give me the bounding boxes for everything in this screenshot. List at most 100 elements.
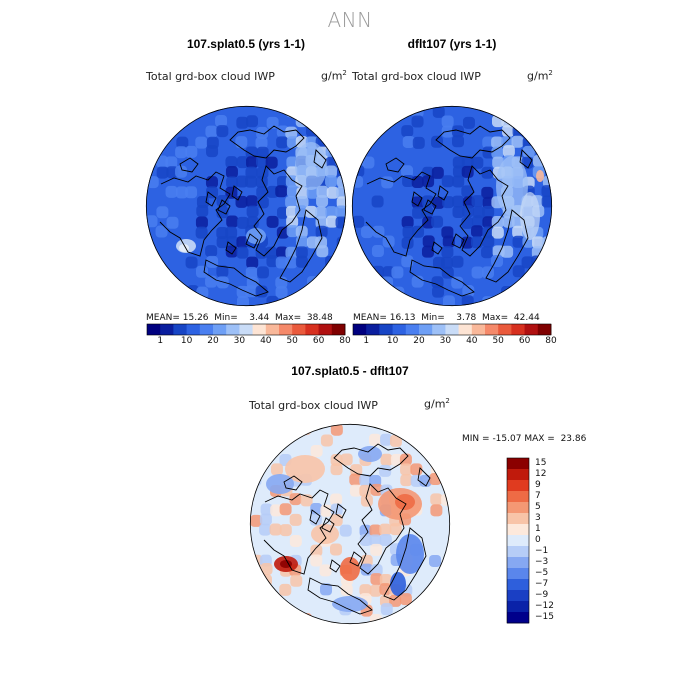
panel2-field-cell [352, 175, 364, 188]
panel1-colorbar-swatch [318, 324, 333, 335]
panel3-field-cell [429, 603, 442, 616]
panel3-field-cell [400, 474, 413, 487]
panel3-field-anomaly [280, 560, 292, 568]
panel1-field-cell [315, 106, 328, 119]
panel1-field-cell [245, 195, 258, 208]
panel1-field-cell [245, 146, 258, 159]
panel1-colorbar [146, 323, 346, 336]
panel2-field-anomaly [520, 192, 540, 240]
panel3-field-cell [349, 484, 362, 497]
panel3-field-cell [439, 584, 450, 597]
panel2-field-cell [511, 296, 524, 306]
panel1-field-cell [266, 255, 279, 268]
panel1-variable-label: Total grd-box cloud IWP [146, 70, 275, 83]
panel3-field-cell [390, 453, 403, 466]
panel1-field-cell [176, 136, 189, 149]
panel2-colorbar-swatch [471, 324, 486, 335]
panel3-field-cell [309, 513, 322, 526]
panel1-stats: MEAN= 15.26 Min= 3.44 Max= 38.48 [146, 313, 333, 323]
panel2-field-cell [361, 116, 374, 129]
panel3-colorbar-tick-label: 12 [535, 468, 547, 479]
panel3-field-cell [279, 524, 292, 537]
panel2-field-cell [411, 196, 424, 209]
panel3-field-cell [409, 424, 422, 436]
panel1-field-cell [185, 256, 198, 269]
panel3-colorbar-swatch [507, 590, 529, 602]
panel1-field-cell [216, 195, 229, 208]
panel3-coastline [383, 527, 427, 601]
panel1-field-cell [286, 185, 299, 198]
panel2-field-cell [422, 235, 435, 248]
panel1-coastline [217, 199, 231, 215]
panel3-field-cell [259, 574, 272, 587]
page-title: ANN [327, 8, 373, 32]
panel1-field-cell [225, 226, 238, 239]
panel3-field-cell [320, 504, 333, 517]
panel3-field-cell [410, 603, 423, 616]
panel3-field-cell [359, 533, 372, 546]
panel1-field-cell [235, 195, 248, 208]
panel2-field-cell [402, 225, 415, 238]
panel1-colorbar-tick-label: 30 [233, 336, 246, 346]
panel1-field-cell [326, 186, 339, 199]
panel1-coastline [179, 157, 199, 173]
panel3-units: g/m2 [424, 397, 450, 411]
panel3-coastline [349, 551, 363, 567]
panel2-field-cell [402, 175, 415, 188]
panel2-colorbar-tick-label: 80 [545, 336, 557, 346]
panel2-field-anomaly [496, 156, 528, 216]
panel1-colorbar-swatch [305, 324, 319, 335]
panel1-field-cell [245, 285, 258, 298]
panel1-field-cell [185, 296, 198, 306]
panel1-field-cell [215, 115, 228, 128]
panel2-field-cell [382, 235, 395, 248]
panel2-field-cell [501, 245, 514, 258]
panel2-field-cell [452, 135, 465, 148]
panel2-field-cell [521, 256, 534, 269]
panel2-field-cell [491, 136, 504, 149]
panel2-field-cell [451, 125, 464, 138]
panel3-field-cell [310, 544, 323, 557]
panel3-coastline [335, 503, 347, 519]
panel3-field-cell [310, 554, 323, 567]
panel2-field-cell [541, 125, 552, 138]
panel2-colorbar-swatch [419, 324, 433, 335]
panel1-field-cell [226, 215, 239, 228]
panel3-field-cell [330, 514, 343, 527]
panel1-field-cell [206, 255, 219, 268]
panel1-field-cell [335, 275, 346, 288]
panel3-field-cell [279, 503, 292, 516]
panel2-field-cell [401, 255, 414, 268]
panel1-field-cell [276, 246, 289, 259]
panel2-field-cell [402, 135, 415, 148]
panel3-coastline [333, 443, 409, 477]
panel1-field-cell [196, 205, 209, 218]
panel2-field-cell [481, 246, 494, 259]
panel3-field-cell [349, 473, 362, 486]
panel1-colorbar-tick-label: 50 [286, 336, 298, 346]
panel3-field-cell [419, 474, 432, 487]
panel2-field-cell [401, 125, 414, 138]
panel1-field-cell [265, 156, 278, 169]
panel2-field-cell [461, 155, 474, 168]
panel3-coastline [329, 559, 341, 573]
panel1-field-cell [235, 136, 248, 149]
panel3-field-cell [260, 503, 273, 516]
panel2-colorbar-swatch [498, 324, 512, 335]
panel3-field-cell [330, 463, 343, 476]
panel3-coastline [263, 489, 335, 575]
panel2-colorbar-swatch [511, 324, 525, 335]
panel3-field-cell [280, 603, 293, 616]
panel1-field-cell [236, 295, 249, 306]
panel2-field-cell [362, 276, 375, 289]
panel1-field-cell [165, 156, 178, 169]
panel3-field-cell [369, 584, 382, 597]
panel2-field-cell [482, 216, 495, 229]
panel2-field-cell [531, 136, 544, 149]
panel1-colorbar-tick-label: 1 [157, 336, 164, 346]
panel1-colorbar-swatch [331, 324, 346, 335]
panel1-field-cell [285, 246, 298, 259]
panel2-field-cell [522, 115, 535, 128]
panel2-field-cell [372, 225, 385, 238]
panel1-field-cell [316, 126, 329, 139]
